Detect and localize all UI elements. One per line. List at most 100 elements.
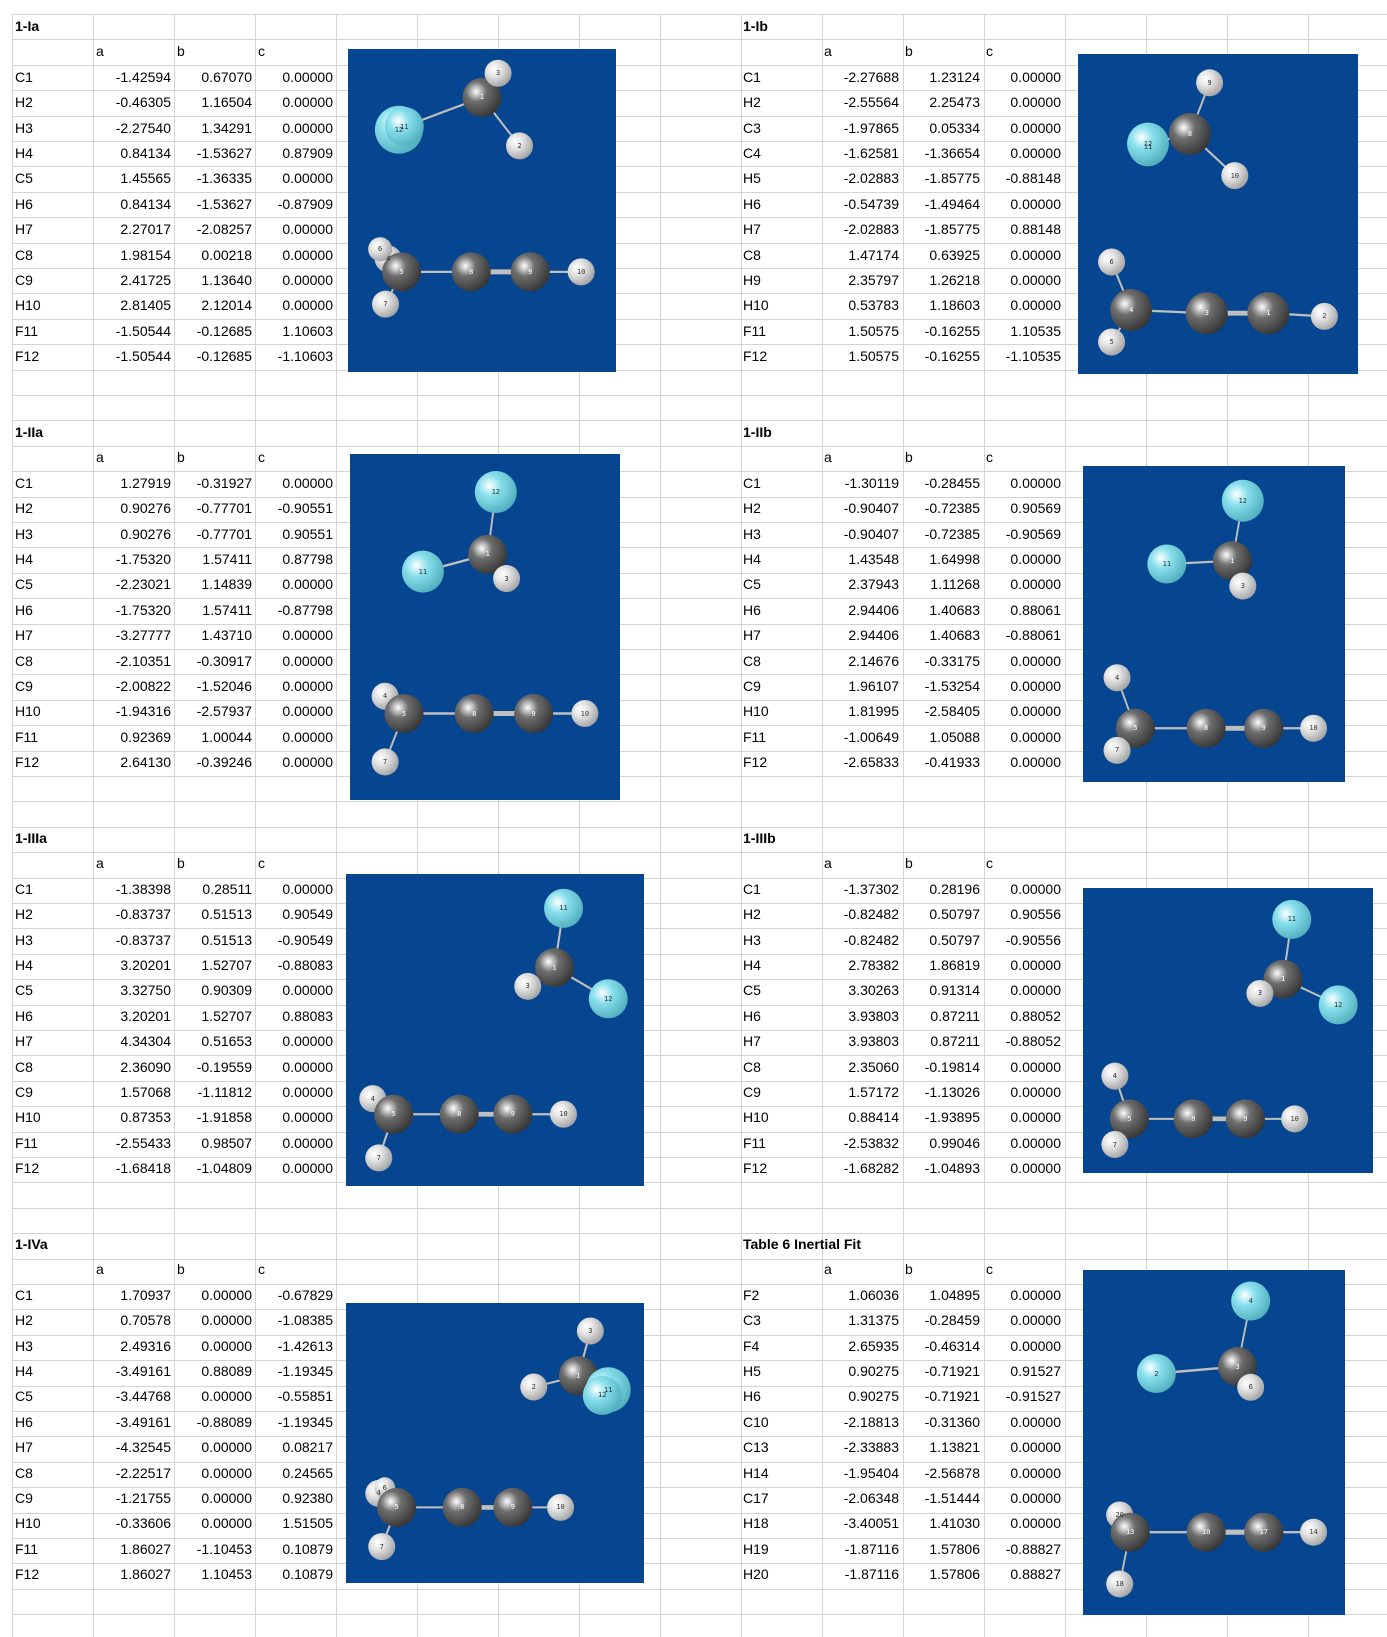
- atom-label-cell[interactable]: C9: [743, 678, 761, 694]
- coordinate-cell-b[interactable]: -1.36335: [196, 170, 252, 187]
- atom-label-cell[interactable]: H20: [743, 1566, 769, 1583]
- coordinate-cell-a[interactable]: 3.30263: [848, 982, 899, 999]
- coordinate-cell-b[interactable]: -0.72385: [924, 500, 980, 517]
- coordinate-cell-b[interactable]: 0.50797: [929, 906, 980, 923]
- coordinate-cell-a[interactable]: -1.75320: [115, 601, 171, 618]
- coordinate-cell-a[interactable]: 1.45565: [120, 170, 171, 187]
- coordinate-cell-b[interactable]: -2.56878: [924, 1464, 980, 1481]
- coordinate-cell-b[interactable]: 0.00000: [201, 1439, 252, 1456]
- coordinate-cell-c[interactable]: 0.00000: [282, 703, 333, 720]
- coordinate-cell-a[interactable]: 3.32750: [120, 982, 171, 999]
- coordinate-cell-c[interactable]: -0.88148: [1005, 170, 1061, 187]
- coordinate-cell-b[interactable]: -1.53627: [196, 145, 252, 161]
- atom-label-cell[interactable]: H7: [15, 627, 33, 644]
- coordinate-cell-b[interactable]: -2.08257: [196, 221, 252, 238]
- atom-label-cell[interactable]: H3: [15, 1337, 33, 1354]
- coordinate-cell-c[interactable]: 0.00000: [1010, 272, 1061, 288]
- coordinate-cell-c[interactable]: -0.90569: [1005, 525, 1061, 542]
- coordinate-cell-c[interactable]: 0.00000: [282, 94, 333, 111]
- coordinate-cell-b[interactable]: -0.19559: [196, 1058, 252, 1075]
- coordinate-cell-c[interactable]: 0.00000: [1010, 703, 1061, 720]
- block-title[interactable]: Table 6 Inertial Fit: [743, 1236, 861, 1252]
- coordinate-cell-b[interactable]: 0.51653: [201, 1033, 252, 1050]
- coordinate-cell-c[interactable]: 0.08217: [282, 1439, 333, 1456]
- coordinate-cell-a[interactable]: -1.50544: [115, 322, 171, 339]
- coordinate-cell-a[interactable]: -1.42594: [115, 68, 171, 85]
- atom-label-cell[interactable]: H14: [743, 1464, 769, 1481]
- atom-label-cell[interactable]: H9: [743, 272, 761, 288]
- coordinate-cell-c[interactable]: 0.88052: [1010, 1007, 1061, 1024]
- coordinate-cell-c[interactable]: -0.90556: [1005, 931, 1061, 948]
- coordinate-cell-c[interactable]: 0.00000: [282, 1109, 333, 1126]
- coordinate-cell-a[interactable]: -2.06348: [843, 1490, 899, 1506]
- atom-label-cell[interactable]: H5: [743, 170, 761, 187]
- coordinate-cell-a[interactable]: -1.37302: [843, 880, 899, 897]
- column-header-b[interactable]: b: [905, 43, 913, 60]
- atom-label-cell[interactable]: C3: [743, 119, 761, 136]
- coordinate-cell-c[interactable]: 0.00000: [1010, 880, 1061, 897]
- atom-label-cell[interactable]: C5: [743, 982, 761, 999]
- coordinate-cell-c[interactable]: 0.00000: [282, 1058, 333, 1075]
- coordinate-cell-b[interactable]: -0.71921: [924, 1388, 980, 1405]
- atom-label-cell[interactable]: H10: [15, 703, 41, 720]
- atom-label-cell[interactable]: H4: [15, 957, 33, 973]
- coordinate-cell-a[interactable]: -1.68282: [843, 1160, 899, 1177]
- coordinate-cell-a[interactable]: 0.84134: [120, 195, 171, 212]
- atom-label-cell[interactable]: H10: [15, 1515, 41, 1532]
- coordinate-cell-c[interactable]: 0.00000: [282, 68, 333, 85]
- atom-label-cell[interactable]: F11: [743, 1134, 767, 1151]
- coordinate-cell-b[interactable]: -0.77701: [196, 525, 252, 542]
- coordinate-cell-c[interactable]: 0.00000: [282, 1084, 333, 1100]
- coordinate-cell-a[interactable]: 0.90275: [848, 1388, 899, 1405]
- atom-label-cell[interactable]: F4: [743, 1337, 760, 1354]
- column-header-c[interactable]: c: [258, 449, 265, 466]
- coordinate-cell-b[interactable]: 0.98507: [201, 1134, 252, 1151]
- atom-label-cell[interactable]: H3: [15, 119, 33, 136]
- coordinate-cell-b[interactable]: 1.26218: [929, 272, 980, 288]
- coordinate-cell-c[interactable]: 0.88061: [1010, 601, 1061, 618]
- coordinate-cell-a[interactable]: 1.70937: [120, 1286, 171, 1303]
- atom-label-cell[interactable]: C5: [15, 170, 33, 187]
- coordinate-cell-a[interactable]: 0.88414: [848, 1109, 899, 1126]
- atom-label-cell[interactable]: C9: [15, 1084, 33, 1100]
- atom-label-cell[interactable]: C3: [743, 1312, 761, 1329]
- coordinate-cell-b[interactable]: 1.52707: [201, 957, 252, 973]
- coordinate-cell-b[interactable]: 1.52707: [201, 1007, 252, 1024]
- coordinate-cell-b[interactable]: 1.86819: [929, 957, 980, 973]
- coordinate-cell-b[interactable]: -0.41933: [924, 754, 980, 771]
- coordinate-cell-a[interactable]: 0.92369: [120, 728, 171, 745]
- coordinate-cell-a[interactable]: 1.50575: [848, 322, 899, 339]
- coordinate-cell-a[interactable]: 1.86027: [120, 1540, 171, 1557]
- coordinate-cell-b[interactable]: 0.28511: [202, 880, 252, 897]
- coordinate-cell-c[interactable]: 0.00000: [1010, 982, 1061, 999]
- coordinate-cell-c[interactable]: 0.00000: [1010, 1413, 1061, 1430]
- coordinate-cell-b[interactable]: 2.25473: [929, 94, 980, 111]
- coordinate-cell-b[interactable]: 1.64998: [929, 551, 980, 567]
- atom-label-cell[interactable]: F11: [743, 322, 767, 339]
- coordinate-cell-c[interactable]: 0.00000: [1010, 1312, 1061, 1329]
- coordinate-cell-a[interactable]: 2.35060: [848, 1058, 899, 1075]
- column-header-c[interactable]: c: [258, 43, 265, 60]
- atom-label-cell[interactable]: C8: [15, 1464, 33, 1481]
- coordinate-cell-c[interactable]: 0.00000: [1010, 1439, 1061, 1456]
- coordinate-cell-c[interactable]: 0.00000: [1010, 1286, 1061, 1303]
- coordinate-cell-b[interactable]: 1.34291: [201, 119, 252, 136]
- coordinate-cell-c[interactable]: -1.08385: [277, 1312, 333, 1329]
- column-header-b[interactable]: b: [177, 449, 185, 466]
- column-header-c[interactable]: c: [986, 449, 993, 466]
- atom-label-cell[interactable]: H10: [15, 1109, 41, 1126]
- coordinate-cell-b[interactable]: 0.91314: [929, 982, 980, 999]
- coordinate-cell-a[interactable]: 1.43548: [848, 551, 899, 567]
- atom-label-cell[interactable]: C1: [15, 68, 33, 85]
- coordinate-cell-b[interactable]: -0.46314: [924, 1337, 980, 1354]
- coordinate-cell-b[interactable]: -1.11812: [197, 1084, 252, 1100]
- coordinate-cell-c[interactable]: -0.67829: [277, 1286, 333, 1303]
- coordinate-cell-b[interactable]: 1.41030: [929, 1515, 980, 1532]
- coordinate-cell-b[interactable]: -0.88089: [196, 1413, 252, 1430]
- coordinate-cell-b[interactable]: -1.49464: [924, 195, 980, 212]
- coordinate-cell-c[interactable]: 0.00000: [1010, 297, 1061, 314]
- atom-label-cell[interactable]: F12: [743, 1160, 768, 1177]
- coordinate-cell-c[interactable]: 0.00000: [282, 728, 333, 745]
- coordinate-cell-a[interactable]: -0.90407: [843, 525, 899, 542]
- coordinate-cell-a[interactable]: -2.53832: [843, 1134, 899, 1151]
